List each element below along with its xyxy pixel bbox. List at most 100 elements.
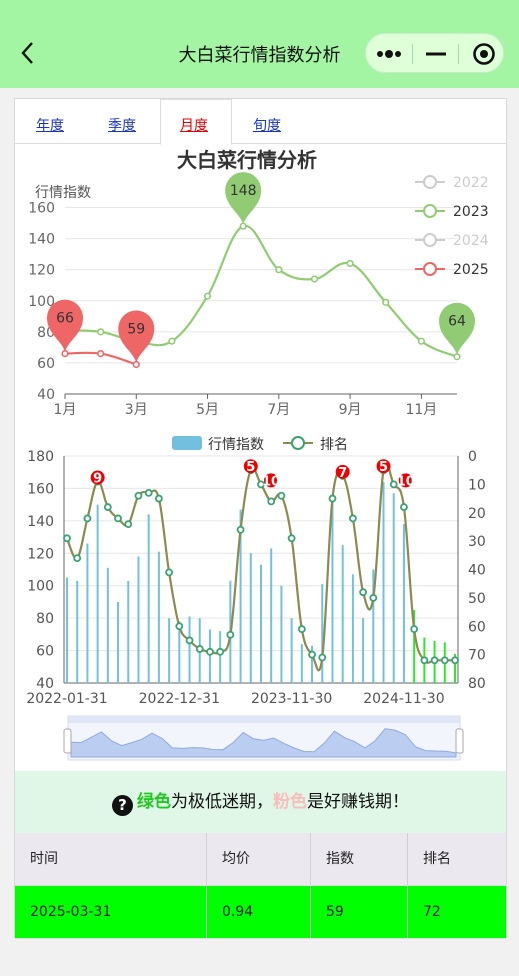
chart2-y-right-tick: 80	[468, 676, 486, 692]
chart2-rank-point	[195, 645, 204, 653]
minimize-icon[interactable]	[413, 34, 459, 74]
chart2-rank-point	[410, 625, 419, 633]
chart1-pin-marker	[439, 302, 475, 355]
zoom-slider[interactable]	[63, 715, 464, 761]
more-icon[interactable]	[366, 34, 412, 74]
chart2-rank-point	[267, 497, 276, 506]
chart1-point-2023	[310, 275, 319, 283]
chart2-y-left-tick: 140	[27, 514, 54, 530]
chart2-rank-point	[297, 625, 306, 633]
chart2-bar	[311, 645, 314, 683]
chart1-point-2023	[239, 222, 247, 230]
chart2-y-left-tick: 60	[36, 644, 54, 660]
chart2-y-right-tick: 60	[468, 619, 486, 635]
chart2-rank-label: 10	[262, 474, 280, 489]
chart1-point-2023	[203, 292, 212, 300]
chart2-rank-point	[318, 653, 327, 662]
chart2-bar	[351, 574, 354, 683]
pink-word: 粉色	[273, 792, 307, 812]
chart1-y-tick: 40	[37, 387, 55, 403]
chart1-x-tick: 11月	[405, 402, 437, 418]
chart2-rank-point	[420, 656, 429, 665]
chart2-rank-point	[236, 525, 245, 534]
close-target-icon[interactable]	[459, 34, 505, 74]
chart2-rank-point	[63, 534, 71, 543]
chart1-point-2023	[275, 266, 283, 274]
chart1-legend-2025: 2025	[453, 262, 489, 278]
chart1-legend-2022: 2022	[453, 175, 489, 191]
chart2-bar	[362, 618, 365, 683]
chart2-rank-point	[114, 514, 122, 523]
chart1-legend-2023: 2023	[453, 204, 489, 220]
chart2-y-right-tick: 10	[468, 477, 486, 493]
chart2-bar	[402, 524, 405, 683]
chart2-bar	[157, 551, 160, 683]
price-table: 时间 均价 指数 排名 2025-03-31 0.94 59 72	[15, 833, 506, 939]
chart2-rank-point	[359, 588, 368, 597]
chart2-rank-point	[369, 593, 378, 602]
chart1-point-2025	[132, 360, 140, 369]
tab-year[interactable]: 年度	[36, 118, 64, 134]
chart2-rank-point	[277, 491, 286, 500]
chart2-x-tick: 2023-11-30	[251, 691, 332, 707]
chart2-rank-label: 7	[338, 466, 347, 481]
chart1-pin-marker	[118, 310, 155, 363]
chart2-rank-badge	[376, 459, 391, 474]
chart2-legend-bar-swatch	[172, 436, 202, 450]
chart2-bar	[249, 553, 252, 683]
chart2-bar	[66, 577, 68, 683]
active-tab-frame	[160, 99, 232, 145]
notice-end: 是好赚钱期！	[307, 792, 409, 812]
chart2-rank-badge	[335, 464, 350, 479]
chart2-bar	[239, 509, 242, 683]
chart2-bar	[117, 601, 120, 683]
zoom-handle-right[interactable]	[455, 728, 464, 754]
chart2-rank-point	[287, 534, 296, 543]
chart2-bar	[382, 481, 385, 683]
chart2-rank-point	[389, 480, 398, 489]
tab-quarter[interactable]: 季度	[108, 118, 136, 134]
chart1-point-2023	[417, 337, 425, 345]
chart1-point-2025	[61, 350, 69, 358]
chart2-y-left-tick: 160	[27, 481, 54, 497]
chart1-point-2023	[382, 298, 390, 306]
chart2-rank-point	[308, 650, 316, 659]
chart2-bar	[300, 644, 303, 683]
chart2-rank-point	[103, 503, 112, 511]
chart1-point-2023	[97, 328, 105, 336]
chart1-y-tick: 120	[28, 263, 55, 279]
chevron-left-icon[interactable]	[18, 40, 40, 66]
legend-notice: ? 绿色为极低迷期，粉色是好赚钱期！	[15, 771, 506, 833]
chart2-bar	[127, 580, 130, 683]
chart1-x-tick: 9月	[339, 402, 362, 418]
chart2-bar	[76, 580, 79, 683]
chart2-rank-point	[165, 568, 174, 577]
zoom-handle-left[interactable]	[63, 728, 72, 754]
chart1-y-tick: 60	[37, 356, 55, 372]
chart2-rank-point	[154, 494, 163, 503]
chart2-y-right-tick: 70	[468, 648, 486, 664]
header-index: 指数	[311, 833, 408, 886]
chart2-bar	[168, 618, 171, 683]
chart2-bar	[290, 618, 293, 683]
chart2-rank-badge	[90, 470, 105, 485]
chart1-title: 大白菜行情分析	[177, 148, 317, 172]
chart1-legend-marker	[423, 233, 437, 247]
chart2-rank-point	[124, 520, 133, 528]
tab-ten-day[interactable]: 旬度	[253, 118, 281, 134]
tab-month[interactable]: 月度	[180, 118, 208, 134]
chart2-bar	[219, 631, 222, 683]
period-tabs: 年度 季度 月度 旬度	[15, 99, 506, 145]
chart2-rank-label: 10	[397, 474, 415, 489]
chart1-x-tick: 1月	[54, 402, 77, 418]
chart2-rank-point	[400, 503, 408, 511]
mini-program-capsule	[365, 33, 504, 73]
chart2-y-left-tick: 80	[36, 611, 54, 627]
chart2-x-tick: 2024-11-30	[363, 691, 444, 707]
chart1-pin-marker	[225, 172, 262, 225]
table-row[interactable]: 2025-03-31 0.94 59 72	[15, 886, 506, 939]
chart1-y-tick: 140	[28, 232, 55, 248]
chart2-bar	[372, 569, 375, 683]
chart2-bar	[413, 610, 416, 683]
